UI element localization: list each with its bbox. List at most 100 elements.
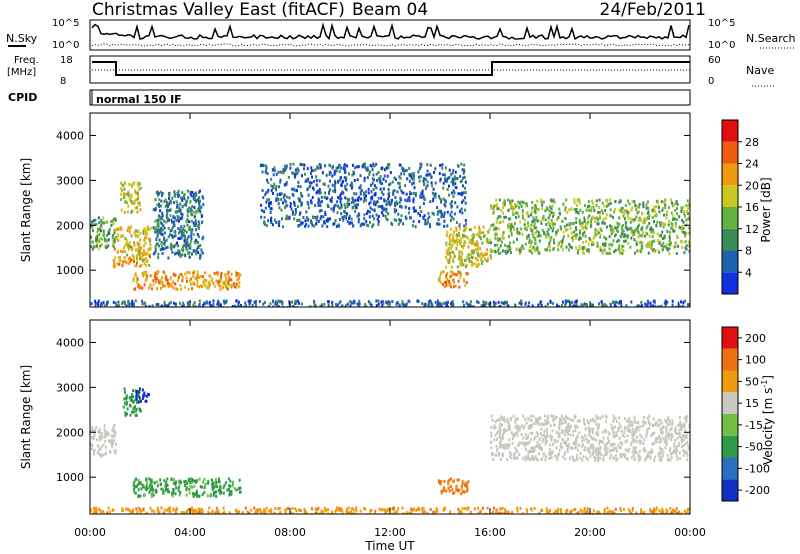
range-cell <box>228 279 231 283</box>
range-cell <box>320 510 323 514</box>
range-cell <box>185 220 188 224</box>
range-cell <box>507 445 510 449</box>
range-cell <box>346 212 348 216</box>
range-cell <box>497 247 500 251</box>
range-cell <box>175 480 178 484</box>
range-cell <box>685 433 688 437</box>
station-title: Christmas Valley East (fitACF) <box>92 0 345 20</box>
range-cell <box>660 421 663 425</box>
range-cell <box>528 301 531 305</box>
range-cell <box>645 206 648 210</box>
range-cell <box>653 205 656 209</box>
range-cell <box>652 304 654 307</box>
range-cell <box>176 215 179 219</box>
range-cell <box>663 301 666 305</box>
range-cell <box>650 448 653 452</box>
range-cell <box>595 432 598 436</box>
range-cell <box>457 192 460 196</box>
range-cell <box>579 231 581 235</box>
range-cell <box>137 235 139 239</box>
range-cell <box>572 429 575 433</box>
range-cell <box>146 481 149 485</box>
range-cell <box>665 243 668 247</box>
range-cell <box>509 229 512 233</box>
range-cell <box>312 169 315 172</box>
range-cell <box>619 252 622 255</box>
range-cell <box>291 300 293 304</box>
range-cell <box>449 477 452 481</box>
range-cell <box>372 187 375 191</box>
range-cell <box>621 206 624 210</box>
range-cell <box>665 427 668 431</box>
range-cell <box>594 220 597 224</box>
range-cell <box>596 216 599 220</box>
range-cell <box>508 438 511 442</box>
range-cell <box>528 238 531 242</box>
range-cell <box>523 424 526 428</box>
range-cell <box>365 198 368 202</box>
range-cell <box>180 232 183 236</box>
range-cell <box>351 301 354 305</box>
range-cell <box>440 480 443 483</box>
range-cell <box>500 444 503 448</box>
range-cell <box>626 228 629 232</box>
range-cell <box>124 401 126 405</box>
range-cell <box>113 247 116 251</box>
range-cell <box>577 251 579 255</box>
range-cell <box>461 236 464 239</box>
range-cell <box>375 201 378 204</box>
range-cell <box>459 509 462 513</box>
range-cell <box>458 254 461 258</box>
range-cell <box>438 222 441 226</box>
range-cell <box>333 204 336 208</box>
range-cell <box>595 452 598 456</box>
range-cell <box>658 458 661 462</box>
range-cell <box>107 512 110 514</box>
range-cell <box>643 510 646 514</box>
range-cell <box>478 262 480 266</box>
range-cell <box>138 242 141 246</box>
range-cell <box>559 417 561 421</box>
range-cell <box>329 179 331 183</box>
range-cell <box>130 200 133 204</box>
date-title: 24/Feb/2011 <box>600 0 706 20</box>
range-cell <box>186 214 189 218</box>
range-cell <box>400 218 402 222</box>
range-cell <box>688 303 690 306</box>
range-cell <box>417 299 420 303</box>
range-cell <box>581 303 583 307</box>
range-cell <box>191 204 194 208</box>
range-cell <box>660 200 663 204</box>
range-cell <box>306 167 309 171</box>
range-cell <box>448 478 451 482</box>
range-cell <box>574 446 576 450</box>
range-cell <box>635 450 638 454</box>
range-cell <box>453 230 455 234</box>
colorbar-tick: 12 <box>745 223 759 236</box>
range-cell <box>426 163 429 166</box>
range-cell <box>220 275 223 279</box>
range-cell <box>553 454 556 458</box>
range-cell <box>190 230 193 234</box>
range-cell <box>299 162 302 166</box>
range-cell <box>340 192 343 196</box>
range-cell <box>647 426 650 430</box>
range-cell <box>598 439 601 443</box>
range-cell <box>120 192 123 196</box>
range-cell <box>467 253 470 257</box>
range-cell <box>371 195 374 199</box>
range-cell <box>621 224 624 227</box>
range-cell <box>314 168 317 172</box>
range-cell <box>550 456 553 459</box>
range-cell <box>379 175 382 179</box>
range-cell <box>275 173 278 176</box>
range-cell <box>527 304 530 307</box>
range-cell <box>482 225 485 229</box>
range-cell <box>155 303 158 307</box>
range-cell <box>98 221 101 225</box>
range-cell <box>624 239 627 243</box>
range-cell <box>550 437 553 441</box>
range-cell <box>637 205 640 209</box>
range-cell <box>366 209 369 213</box>
range-cell <box>178 206 181 210</box>
